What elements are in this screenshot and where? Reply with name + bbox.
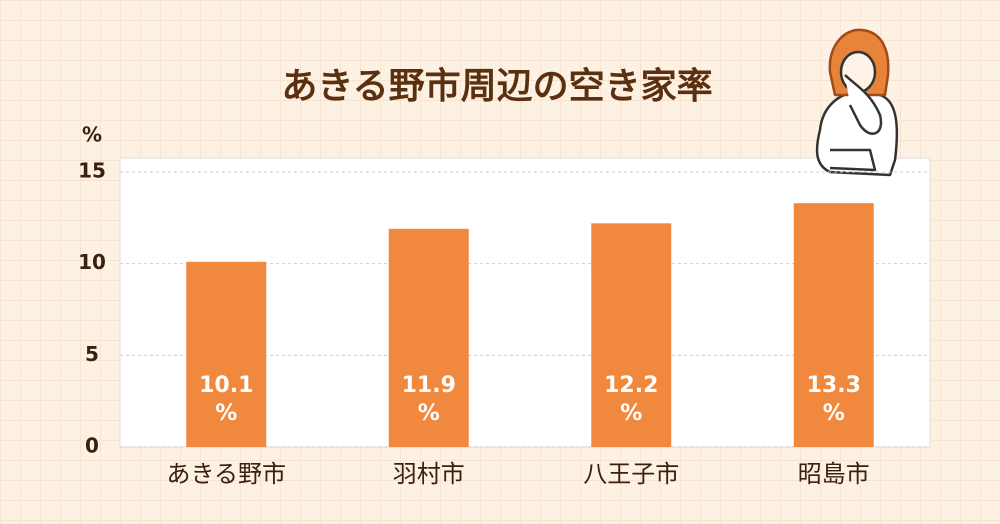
- bar: [388, 228, 469, 447]
- value-label: 10.1 %: [199, 373, 254, 426]
- y-tick-label: 5: [85, 342, 99, 366]
- value-label: 11.9 %: [401, 373, 456, 426]
- illustration: [815, 28, 899, 177]
- y-unit: %: [82, 123, 102, 147]
- chart-title: あきる野市周辺の空き家率: [281, 66, 712, 107]
- bar: [591, 223, 672, 447]
- y-tick-label: 0: [85, 434, 99, 458]
- value-label: 13.3 %: [806, 373, 861, 426]
- x-tick-label: 昭島市: [798, 460, 870, 488]
- x-tick-label: 八王子市: [583, 460, 679, 488]
- x-tick-label: 羽村市: [393, 460, 465, 488]
- y-tick-label: 15: [78, 159, 106, 183]
- y-tick-label: 10: [78, 250, 106, 274]
- x-tick-label: あきる野市: [166, 460, 286, 488]
- bar: [793, 203, 874, 447]
- bar: [186, 261, 267, 447]
- value-label: 12.2 %: [604, 373, 659, 426]
